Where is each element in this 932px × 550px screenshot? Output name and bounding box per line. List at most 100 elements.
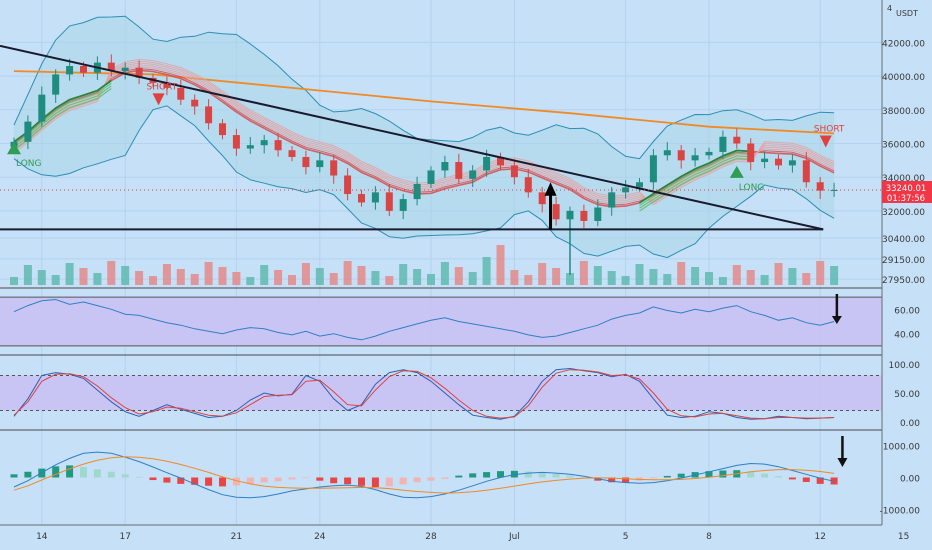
- currency-label: USDT: [896, 9, 918, 18]
- time-tick-label: 17: [119, 532, 130, 542]
- candle-body: [205, 106, 213, 124]
- volume-bar: [538, 263, 547, 285]
- candle-body: [497, 156, 504, 166]
- macd-histogram-bar: [399, 477, 407, 485]
- candlesticks: [10, 54, 838, 275]
- volume-bar: [830, 266, 839, 285]
- ema-ribbon-line: [13, 67, 835, 206]
- volume-bar: [79, 268, 88, 285]
- short-signal-label: SHORT: [147, 82, 178, 92]
- macd-histogram-bar: [497, 471, 504, 478]
- candle-body: [622, 187, 630, 193]
- price-tick-label: 32000.00: [882, 208, 925, 218]
- stochastic-line: [13, 367, 835, 420]
- bollinger-upper: [13, 15, 835, 160]
- macd-histogram-bar: [260, 477, 268, 483]
- candle-body: [288, 150, 296, 157]
- volume-bar: [218, 267, 227, 285]
- candle-body: [677, 150, 685, 161]
- ema-ribbon-bull-line: [639, 149, 751, 204]
- macd-histogram-bar: [608, 477, 616, 483]
- macd-histogram-bar: [135, 476, 143, 478]
- macd-histogram-bar: [246, 477, 254, 484]
- volume-bar: [162, 264, 171, 285]
- indicator-tick-label: 1000.00: [883, 443, 920, 453]
- candle-body: [455, 162, 463, 179]
- candle-body: [38, 94, 46, 122]
- volume-bar: [774, 263, 783, 285]
- candle-body: [80, 66, 87, 73]
- volume-bar: [621, 276, 630, 285]
- macd-pane[interactable]: [10, 436, 848, 499]
- candle-body: [580, 210, 588, 221]
- macd-histogram-bar: [441, 477, 449, 479]
- time-axis-labels[interactable]: 14 17 21 24 28 Jul 5 8 12 15: [36, 532, 909, 542]
- candle-body: [344, 175, 352, 195]
- candle-body: [302, 156, 310, 168]
- candle-body: [260, 140, 268, 146]
- volume-bar: [246, 277, 255, 285]
- volume-bar: [93, 273, 102, 285]
- price-scale[interactable]: [882, 0, 932, 550]
- long-signal-marker: [729, 165, 744, 178]
- volume-bar: [190, 274, 199, 285]
- volume-bar: [440, 262, 449, 285]
- time-tick-label: 21: [231, 532, 242, 542]
- candle-body: [358, 194, 365, 203]
- candle-body: [663, 150, 671, 156]
- short-signal-label: SHORT: [814, 125, 845, 135]
- macd-histogram-bar: [344, 477, 352, 485]
- candle-body: [788, 160, 796, 166]
- price-pane[interactable]: LONG SHORT LONG SHORT: [0, 0, 905, 525]
- indicator-tick-label: 40.00: [894, 331, 920, 341]
- candle-body: [775, 158, 782, 166]
- rsi-line: [13, 298, 835, 341]
- long-signal-marker: [7, 142, 21, 155]
- candle-body: [246, 145, 254, 149]
- macd-histogram-bar: [747, 471, 755, 478]
- time-tick-label: 24: [314, 532, 326, 542]
- macd-histogram-bar: [538, 472, 546, 478]
- long-signal-label: LONG: [16, 159, 42, 169]
- volume-bar: [802, 273, 811, 285]
- candle-body: [191, 99, 199, 107]
- volume-bar: [718, 277, 727, 285]
- candle-body: [649, 155, 657, 183]
- volume-bar: [524, 275, 533, 285]
- volume-bar: [677, 262, 686, 285]
- macd-histogram-bar: [24, 471, 32, 478]
- time-tick-label: 8: [706, 532, 712, 542]
- trendlines: [0, 44, 882, 231]
- price-tick-label: 29150.00: [882, 256, 925, 266]
- price-scale-labels: 42000.00 40000.00 38000.00 36000.00 34000.00…: [880, 4, 932, 516]
- volume-bar: [552, 268, 561, 285]
- price-tick-label: 40000.00: [882, 73, 925, 83]
- price-tick-label: 42000.00: [882, 39, 925, 49]
- macd-histogram-bar: [663, 475, 671, 478]
- candle-body: [469, 170, 477, 179]
- candle-body: [594, 207, 602, 221]
- macd-histogram-bar: [622, 477, 630, 483]
- ema-ribbon-bull-line: [639, 155, 751, 209]
- volume-bar: [593, 266, 602, 285]
- volume-bar: [23, 265, 32, 285]
- candle-body: [524, 177, 532, 193]
- time-tick-label: 12: [814, 532, 825, 542]
- rsi-pane[interactable]: [0, 294, 882, 347]
- macd-histogram-bar: [469, 473, 477, 478]
- macd-histogram-bar: [288, 477, 296, 480]
- candle-body: [761, 158, 769, 163]
- volume-bar: [468, 272, 477, 285]
- stochastic-pane[interactable]: [0, 367, 882, 420]
- macd-histogram-bar: [274, 477, 282, 482]
- price-tick-label: 34000.00: [882, 174, 925, 184]
- candle-body: [733, 136, 741, 144]
- long-signal-label: LONG: [739, 183, 765, 193]
- macd-histogram-bar: [191, 477, 199, 485]
- macd-histogram-bar: [93, 469, 101, 478]
- macd-histogram-bar: [107, 471, 115, 478]
- macd-line: [13, 451, 835, 499]
- volume-bar: [510, 270, 519, 285]
- macd-line: [13, 456, 835, 494]
